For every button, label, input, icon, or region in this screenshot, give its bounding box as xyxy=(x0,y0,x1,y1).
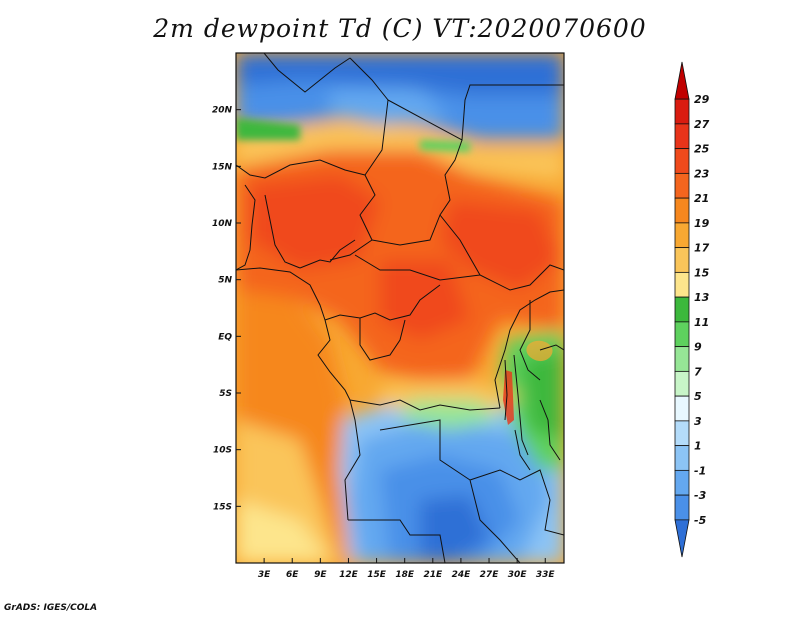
colorbar-swatch xyxy=(674,123,690,150)
lat-tick-label: 5N xyxy=(218,276,232,286)
colorbar-label: 3 xyxy=(694,415,702,428)
colorbar-swatch xyxy=(674,172,690,199)
longitude-axis: 3E 6E 9E 12E 15E 18E 21E 24E 27E 30E 33E xyxy=(258,558,556,580)
colorbar-swatch xyxy=(674,148,690,174)
lon-tick-label: 33E xyxy=(536,570,556,580)
colorbar: 29 27 25 23 21 19 17 15 13 11 9 7 5 3 1 -1 -3 -5 xyxy=(674,61,710,558)
colorbar-label: 13 xyxy=(694,291,710,304)
colorbar-label: 23 xyxy=(694,167,710,180)
lon-tick-label: 6E xyxy=(286,570,299,580)
colorbar-swatch xyxy=(674,395,690,422)
lat-tick-label: 15N xyxy=(212,162,233,172)
lon-tick-label: 21E xyxy=(423,570,443,580)
lon-tick-label: 30E xyxy=(508,570,528,580)
credit-label: GrADS: IGES/COLA xyxy=(4,603,98,613)
lon-tick-label: 15E xyxy=(367,570,387,580)
chart-title: 2m dewpoint Td (C) VT:2020070600 xyxy=(153,14,647,43)
colorbar-swatch xyxy=(674,247,690,273)
latitude-axis: 20N 15N 10N 5N EQ 5S 10S 15S xyxy=(212,106,241,512)
lon-tick-label: 12E xyxy=(339,570,359,580)
colorbar-label: 17 xyxy=(694,242,710,255)
lon-tick-label: 18E xyxy=(395,570,415,580)
dewpoint-field xyxy=(236,53,564,563)
colorbar-label: 19 xyxy=(694,217,710,230)
colorbar-label: 11 xyxy=(694,316,709,329)
lat-tick-label: 10S xyxy=(213,446,232,456)
colorbar-swatch xyxy=(674,197,690,224)
lon-tick-label: 24E xyxy=(452,570,472,580)
colorbar-label: 15 xyxy=(694,266,710,279)
lat-tick-label: 10N xyxy=(212,219,233,229)
colorbar-label: 21 xyxy=(694,192,709,205)
colorbar-swatch xyxy=(674,296,690,323)
colorbar-label: 29 xyxy=(694,93,710,106)
colorbar-swatch xyxy=(674,222,690,249)
colorbar-label: 9 xyxy=(694,341,702,354)
colorbar-swatch xyxy=(674,98,690,125)
colorbar-label: 27 xyxy=(694,118,710,131)
lat-tick-label: 20N xyxy=(212,106,233,116)
lon-tick-label: 3E xyxy=(258,570,271,580)
lat-tick-label: EQ xyxy=(218,332,232,342)
colorbar-label: -1 xyxy=(694,464,706,477)
colorbar-label: -3 xyxy=(694,489,707,502)
colorbar-swatch xyxy=(674,370,690,397)
country-borders xyxy=(236,53,564,563)
lon-tick-label: 9E xyxy=(314,570,327,580)
colorbar-swatch xyxy=(674,61,690,100)
colorbar-swatch xyxy=(674,420,690,447)
lon-tick-label: 27E xyxy=(480,570,500,580)
colorbar-swatch xyxy=(674,271,690,298)
colorbar-label: 5 xyxy=(694,390,702,403)
colorbar-swatch xyxy=(674,519,690,558)
colorbar-label: 1 xyxy=(694,440,702,453)
colorbar-label: 25 xyxy=(694,143,710,156)
colorbar-label: 7 xyxy=(694,365,702,378)
colorbar-swatch xyxy=(674,469,690,496)
lat-tick-label: 15S xyxy=(213,502,232,512)
lat-tick-label: 5S xyxy=(219,389,232,399)
map-frame xyxy=(235,52,565,564)
colorbar-swatch xyxy=(674,494,690,521)
colorbar-label: -5 xyxy=(694,514,707,527)
colorbar-swatch xyxy=(674,445,690,471)
colorbar-swatch xyxy=(674,321,690,348)
colorbar-swatch xyxy=(674,346,690,372)
